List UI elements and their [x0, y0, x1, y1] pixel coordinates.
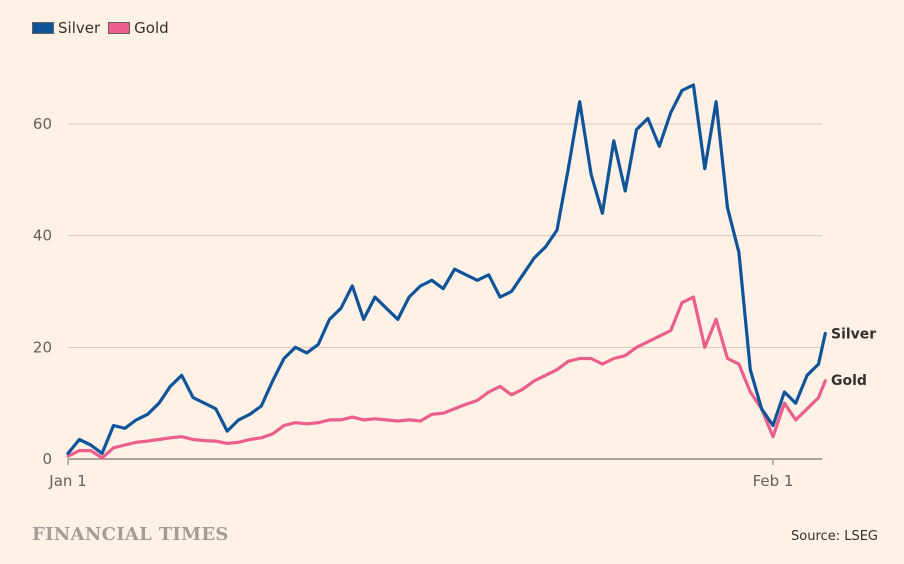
ft-logo: FINANCIAL TIMES: [32, 524, 229, 545]
end-label-silver: Silver: [831, 326, 876, 342]
legend-item-silver: Silver: [32, 19, 100, 37]
series-line-silver: [66, 83, 827, 455]
y-tick-label: 0: [42, 450, 52, 468]
legend-swatch-silver: [32, 22, 54, 34]
legend-label-gold: Gold: [134, 19, 169, 37]
end-label-gold: Gold: [831, 373, 867, 389]
legend-item-gold: Gold: [108, 19, 169, 37]
y-tick-label: 20: [33, 338, 52, 356]
series-lines: [66, 83, 827, 460]
x-tick-label: Feb 1: [753, 472, 794, 490]
y-tick-label: 60: [33, 115, 52, 133]
legend-swatch-gold: [108, 22, 131, 34]
gridlines: [68, 123, 822, 348]
legend: Silver Gold: [32, 19, 177, 37]
y-tick-label: 40: [33, 227, 52, 245]
x-tick-label: Jan 1: [48, 472, 86, 490]
source-note: Source: LSEG: [791, 529, 878, 544]
series-line-gold: [66, 295, 827, 460]
y-axis-ticks: 0 20 40 60: [33, 115, 52, 468]
x-axis: Jan 1 Feb 1: [48, 458, 822, 490]
end-labels: Silver Gold: [831, 326, 876, 388]
legend-label-silver: Silver: [58, 19, 101, 37]
